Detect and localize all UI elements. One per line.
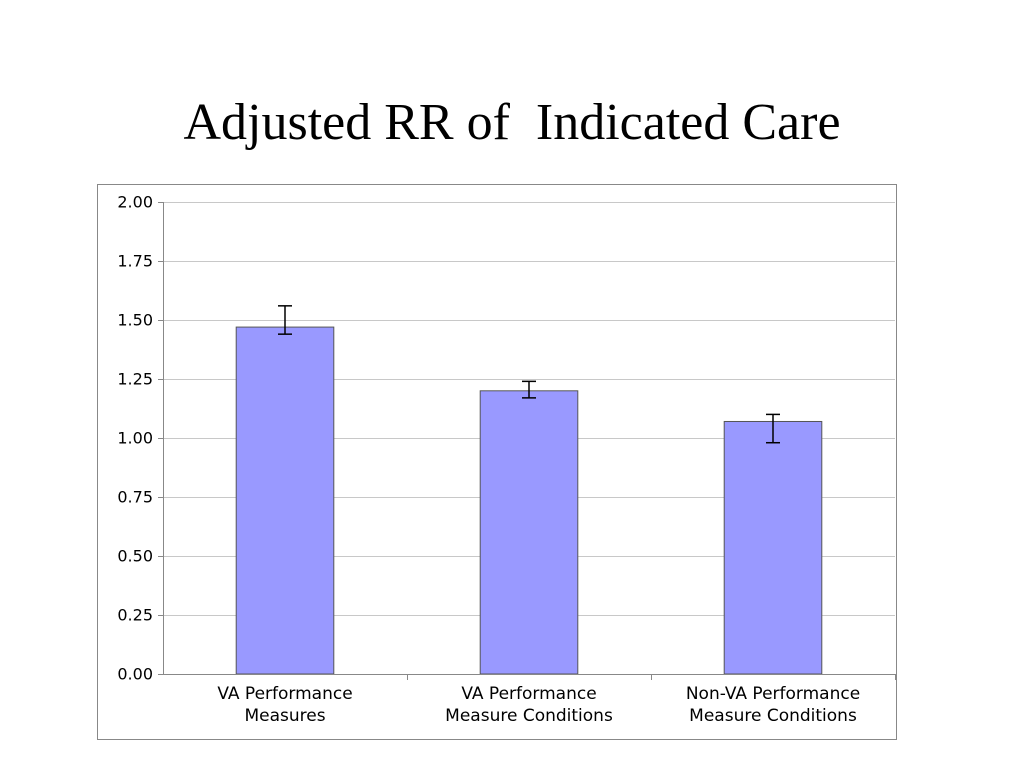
y-tick-label: 0.00: [117, 665, 153, 684]
x-category-label: Non-VA Performance Measure Conditions: [686, 684, 860, 726]
y-tick-label: 1.75: [117, 252, 153, 271]
error-bar: [766, 413, 780, 444]
error-bars: [278, 305, 780, 444]
y-tick-label: 1.00: [117, 429, 153, 448]
x-category-label-line: Non-VA Performance: [686, 684, 860, 704]
y-tick-label: 0.75: [117, 488, 153, 507]
x-category-label-line: Measure Conditions: [445, 706, 613, 726]
bar: [723, 420, 823, 675]
x-category-label-line: Measures: [244, 706, 325, 726]
error-bar: [278, 305, 292, 335]
y-tick-label: 1.25: [117, 370, 153, 389]
y-tick-label: 0.25: [117, 606, 153, 625]
y-tick-label: 1.50: [117, 311, 153, 330]
bar: [479, 390, 579, 675]
bar-chart: 0.00 0.25 0.50 0.75 1.00 1.25 1.50 1.75 2.00 VA P…: [97, 184, 897, 740]
y-tick-label: 2.00: [117, 193, 153, 212]
x-category-label-line: VA Performance: [217, 684, 352, 704]
x-category-label-line: VA Performance: [461, 684, 596, 704]
x-category-label: VA Performance Measures: [217, 684, 352, 726]
y-tick-label: 0.50: [117, 547, 153, 566]
axes: [158, 202, 896, 680]
axis-labels: 0.00 0.25 0.50 0.75 1.00 1.25 1.50 1.75 2.00 VA P…: [117, 193, 860, 727]
x-category-label: VA Performance Measure Conditions: [445, 684, 613, 726]
x-category-label-line: Measure Conditions: [689, 706, 857, 726]
bar: [235, 326, 335, 675]
bars: [235, 326, 823, 675]
error-bar: [522, 380, 536, 399]
slide-title: Adjusted RR of Indicated Care: [183, 94, 841, 151]
